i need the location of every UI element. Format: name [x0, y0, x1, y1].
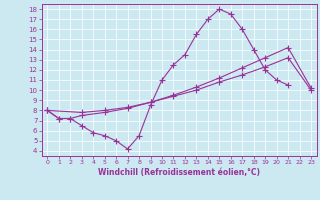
- X-axis label: Windchill (Refroidissement éolien,°C): Windchill (Refroidissement éolien,°C): [98, 168, 260, 177]
